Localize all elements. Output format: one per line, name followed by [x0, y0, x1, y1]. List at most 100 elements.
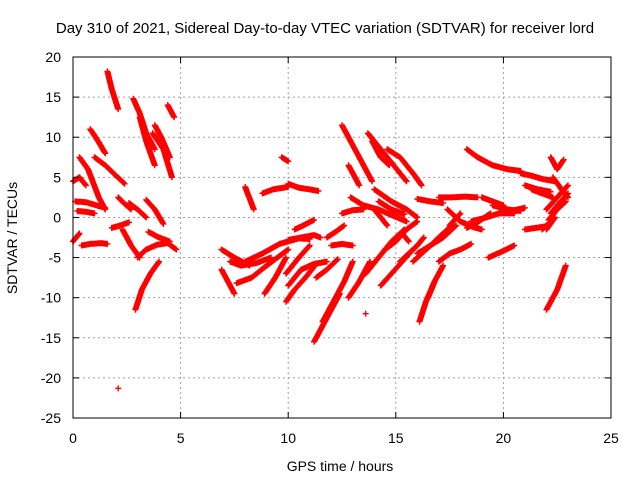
data-point	[435, 240, 475, 265]
track-40	[313, 256, 341, 281]
track-5	[74, 208, 98, 217]
track-19	[145, 228, 173, 245]
track-54	[371, 206, 391, 229]
track-4	[72, 198, 109, 211]
data-point	[72, 198, 109, 211]
data-point	[345, 162, 363, 189]
track-68	[435, 193, 481, 201]
track-3	[78, 240, 111, 249]
track-87	[547, 154, 567, 173]
track-29	[259, 184, 292, 197]
data-point	[87, 126, 109, 157]
track-51	[371, 186, 421, 221]
data-point	[285, 180, 322, 194]
data-point	[549, 174, 571, 201]
data-point	[339, 206, 367, 217]
track-45	[345, 162, 363, 189]
data-point	[285, 258, 330, 289]
data-point	[463, 146, 524, 174]
track-55	[384, 146, 425, 189]
data-points	[70, 68, 571, 392]
data-point	[74, 208, 98, 217]
data-point	[242, 184, 257, 213]
track-57	[382, 218, 421, 253]
x-tick-label: 0	[69, 430, 77, 446]
track-15	[132, 258, 163, 313]
track-39	[319, 258, 356, 325]
track-44	[339, 122, 376, 185]
data-point	[227, 254, 274, 269]
data-point	[377, 246, 416, 289]
y-tick-label: 15	[45, 89, 61, 105]
track-65	[435, 240, 475, 265]
data-point	[136, 114, 158, 169]
track-9	[115, 194, 135, 213]
y-tick-label: -15	[41, 330, 61, 346]
track-48	[362, 310, 369, 317]
data-point	[283, 261, 320, 305]
data-point	[521, 182, 554, 195]
data-point	[291, 216, 317, 233]
data-point	[104, 68, 122, 113]
data-point	[382, 218, 421, 253]
data-point	[425, 262, 447, 301]
track-32	[285, 232, 324, 243]
data-point	[261, 254, 289, 297]
data-point	[151, 122, 173, 161]
y-tick-label: -20	[41, 370, 61, 386]
data-point	[70, 230, 83, 245]
data-point	[339, 122, 376, 185]
track-36	[291, 216, 317, 233]
y-tick-label: 5	[53, 169, 61, 185]
data-point	[164, 102, 178, 121]
track-43	[339, 206, 367, 217]
data-point	[115, 385, 122, 392]
track-78	[521, 182, 554, 195]
data-point	[145, 228, 173, 245]
track-52	[375, 198, 408, 218]
data-point	[283, 242, 313, 277]
track-24	[218, 266, 238, 297]
data-point	[362, 310, 369, 317]
track-67	[414, 196, 447, 206]
track-41	[328, 240, 356, 249]
track-18	[143, 196, 167, 227]
track-13	[136, 114, 158, 169]
x-tick-label: 15	[388, 430, 404, 446]
data-point	[498, 204, 528, 214]
data-point	[543, 262, 569, 313]
track-8	[104, 68, 122, 113]
track-88	[549, 174, 571, 201]
data-point	[323, 222, 348, 241]
track-53	[369, 138, 393, 169]
track-25	[227, 254, 274, 269]
y-axis-label: SDTVAR / TECUs	[4, 182, 20, 294]
track-22	[115, 385, 122, 392]
data-point	[547, 154, 567, 173]
track-10	[108, 219, 132, 231]
data-point	[369, 138, 393, 169]
data-point	[517, 170, 558, 185]
data-point	[91, 154, 128, 187]
data-point	[233, 246, 292, 287]
y-tick-label: 10	[45, 129, 61, 145]
track-59	[377, 246, 416, 289]
data-point	[485, 242, 518, 261]
y-tick-label: -5	[49, 250, 62, 266]
track-76	[517, 170, 558, 185]
data-point	[543, 214, 558, 233]
plot-frame	[72, 56, 612, 419]
y-tick-label: 0	[53, 209, 61, 225]
track-31	[285, 180, 322, 194]
data-point	[108, 219, 132, 231]
x-tick-label: 10	[280, 430, 296, 446]
data-point	[259, 184, 292, 197]
data-point	[371, 186, 421, 221]
x-tick-label: 25	[603, 430, 619, 446]
track-75	[498, 204, 528, 214]
track-37	[285, 258, 330, 289]
data-point	[126, 200, 150, 221]
track-62	[425, 262, 447, 301]
data-point	[313, 256, 341, 281]
